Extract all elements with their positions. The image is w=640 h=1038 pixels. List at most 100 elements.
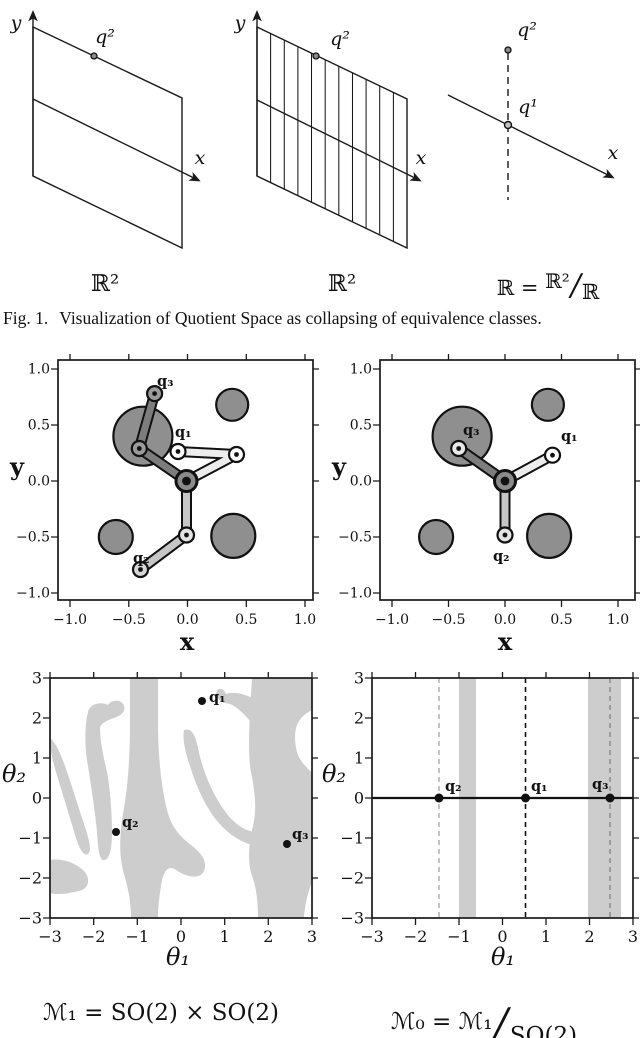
obstacle-circle (210, 512, 257, 559)
x-tick: −3 (38, 927, 62, 946)
point-q1-marker (503, 120, 513, 130)
y-axis-label: θ₂ (322, 760, 346, 788)
point-q1-label: q¹ (518, 96, 538, 118)
y-tick: 1 (354, 749, 364, 768)
x-tick: 0.5 (235, 612, 257, 628)
y-axis-label: y (10, 12, 22, 34)
x-tick: 0 (497, 927, 507, 946)
point-q2-label: q² (95, 26, 115, 48)
obstacle-circle (431, 405, 493, 467)
x-tick: 1.0 (607, 612, 629, 628)
config-label-q3: q₃ (463, 422, 480, 439)
x-axis (256, 99, 422, 182)
cspace-plot-m1: q₁ q₂ q₃ 3 2 1 0 −1 −2 −3 −3 −2 −1 0 1 2… (2, 669, 318, 971)
x-axis-label: x (416, 147, 427, 169)
x-tick: −0.5 (432, 612, 466, 628)
x-tick: −1.0 (53, 612, 87, 628)
y-tick: 3 (32, 669, 42, 688)
y-axis-label: y (9, 452, 25, 481)
plane-parallelogram (256, 25, 408, 250)
x-axis-label: θ₁ (491, 943, 515, 971)
point-label-q3: q₃ (292, 826, 309, 843)
arm-config-q1 (169, 442, 246, 487)
obstacle-circle (526, 512, 573, 559)
config-label-q2: q₂ (493, 548, 510, 565)
config-label-q1: q₁ (561, 428, 578, 445)
x-tick: −1 (126, 927, 150, 946)
y-tick: −1.0 (338, 586, 372, 602)
tick-marks (373, 354, 640, 607)
point-q2-label: q² (330, 28, 350, 50)
x-tick: −1 (447, 927, 471, 946)
y-tick: 2 (32, 709, 42, 728)
point-q3 (283, 840, 291, 848)
x-axis-label: x (195, 147, 206, 169)
joint-pin (138, 567, 143, 572)
quotient-slash: / (570, 268, 581, 303)
tick-marks (43, 672, 318, 925)
point-q1 (521, 793, 530, 803)
obstacle-circle (417, 518, 455, 556)
point-q2-label: q² (517, 19, 537, 41)
y-tick: −0.5 (338, 530, 372, 546)
point-label-q1: q₁ (531, 778, 548, 795)
y-tick: 0 (354, 789, 364, 808)
x-tick: 2 (584, 927, 594, 946)
y-tick: 2 (354, 709, 364, 728)
quotient-space-diagrams: y x q² y x q² q² q¹ x (10, 9, 619, 250)
arm-config-q2 (131, 475, 196, 579)
x-tick: 1.0 (294, 612, 316, 628)
obstacles (417, 387, 573, 559)
y-axis-label: y (234, 12, 246, 34)
diagram-quotient-line: q² q¹ x (447, 19, 619, 200)
quotient-numerator: ℝ² (545, 269, 570, 293)
cobstacle-edge-sliver (50, 738, 90, 855)
point-q3 (605, 793, 615, 803)
point-label-q3: q₃ (592, 776, 609, 793)
point-label-q2: q₂ (445, 778, 462, 795)
diagram-fibered-plane-r2: y x q² (234, 9, 427, 250)
formula-m1: ℳ₁ = SO(2) × SO(2) (43, 1000, 279, 1026)
y-tick: −2 (18, 869, 42, 888)
x-tick: 0.0 (494, 612, 516, 628)
y-tick: 0 (32, 789, 42, 808)
tick-marks (51, 354, 319, 607)
point-q1 (198, 697, 206, 705)
y-tick: −1 (340, 829, 364, 848)
joint-pin (136, 446, 142, 451)
y-tick: 1 (32, 749, 42, 768)
y-axis-label: θ₂ (2, 760, 26, 788)
cobstacle-central-band (120, 678, 206, 918)
plot-frame (49, 677, 313, 919)
workspace-plot-two-link: q₁ q₂ q₃ 1.0 0.5 0.0 −0.5 −1.0 −1.0 −0.5… (9, 354, 319, 656)
config-label-q3: q₃ (157, 373, 174, 390)
joint-pin (234, 452, 239, 457)
point-q2-marker (504, 46, 512, 54)
y-tick: 3 (354, 669, 364, 688)
joint-pin (502, 532, 508, 538)
x-tick: 2 (263, 927, 273, 946)
point-q2-marker (90, 52, 98, 60)
figure-caption: Fig. 1. Visualization of Quotient Space a… (0, 308, 640, 329)
plane-parallelogram (32, 25, 183, 250)
workspace-plot-collapsed: q₁ q₂ q₃ 1.0 0.5 0.0 −0.5 −1.0 −1.0 −0.5… (331, 354, 640, 656)
x-tick: 0 (176, 927, 186, 946)
x-axis (447, 94, 615, 179)
x-tick: −1.0 (375, 612, 409, 628)
joint-pin (184, 532, 189, 538)
x-axis (32, 98, 201, 182)
arm-base-pin (500, 476, 510, 486)
x-tick: 0.0 (176, 612, 198, 628)
x-tick: −0.5 (112, 612, 146, 628)
formula-m0-lhs: ℳ₀ = ℳ₁ (390, 1009, 493, 1035)
joint-pin (456, 446, 462, 451)
config-points (434, 793, 615, 803)
x-tick: 1 (220, 927, 230, 946)
point-label-q1: q₁ (209, 689, 226, 706)
x-axis-label: x (498, 627, 513, 656)
diagram-plane-r2: y x q² (10, 9, 206, 250)
space-label-quotient: ℝ = ℝ²/ℝ (496, 268, 600, 304)
x-tick: −2 (404, 927, 428, 946)
cspace-obstacle-regions (50, 678, 312, 918)
y-axis-label: y (331, 452, 347, 481)
